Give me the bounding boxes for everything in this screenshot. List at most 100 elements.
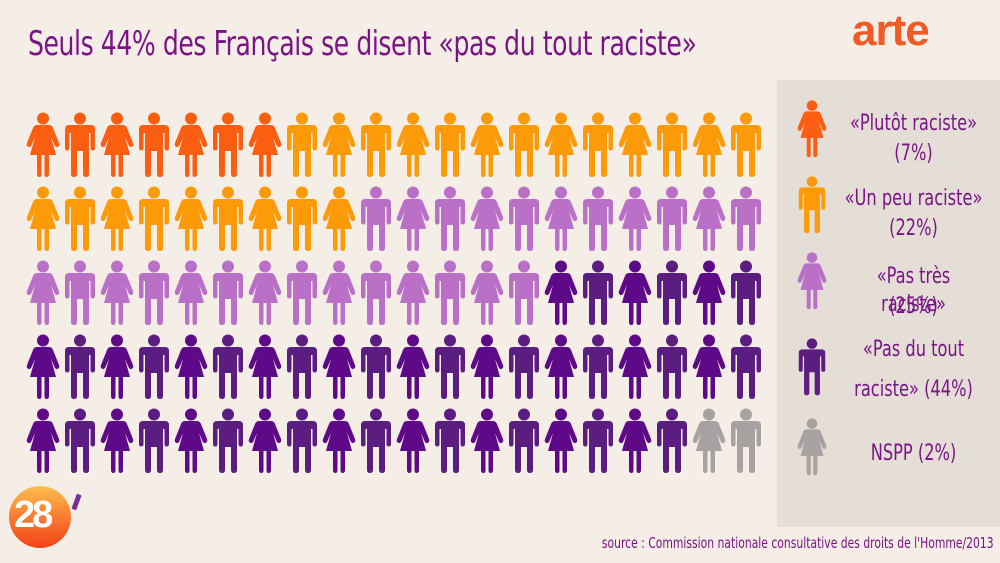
woman-icon [616, 112, 653, 178]
woman-icon [98, 408, 135, 474]
man-icon [61, 334, 98, 400]
man-icon [209, 408, 246, 474]
woman-icon [690, 334, 727, 400]
man-icon [283, 112, 320, 178]
man-icon [579, 186, 616, 252]
woman-icon [797, 414, 827, 480]
woman-icon [246, 112, 283, 178]
man-icon [727, 112, 764, 178]
man-icon [209, 186, 246, 252]
man-icon [61, 408, 98, 474]
woman-icon [172, 260, 209, 326]
man-icon [797, 334, 827, 400]
man-icon [727, 186, 764, 252]
legend-label: «Un peu raciste» [844, 186, 983, 211]
woman-icon [24, 334, 61, 400]
man-icon [283, 334, 320, 400]
man-icon [579, 112, 616, 178]
woman-icon [320, 260, 357, 326]
woman-icon [542, 112, 579, 178]
woman-icon [320, 334, 357, 400]
woman-icon [468, 260, 505, 326]
woman-icon [98, 112, 135, 178]
woman-icon [246, 260, 283, 326]
legend-label: NSPP (2%) [870, 441, 957, 466]
woman-icon [690, 112, 727, 178]
page-title: Seuls 44% des Français se disent «pas du… [28, 24, 697, 64]
legend-value: (25%) [889, 294, 938, 319]
man-icon [653, 112, 690, 178]
man-icon [579, 408, 616, 474]
woman-icon [468, 408, 505, 474]
woman-icon [394, 408, 431, 474]
woman-icon [172, 408, 209, 474]
woman-icon [616, 334, 653, 400]
man-icon [135, 260, 172, 326]
man-icon [283, 408, 320, 474]
man-icon [209, 334, 246, 400]
man-icon [357, 334, 394, 400]
woman-icon [98, 334, 135, 400]
woman-icon [542, 334, 579, 400]
man-icon [61, 186, 98, 252]
man-icon [797, 172, 827, 238]
woman-icon [320, 112, 357, 178]
man-icon [431, 408, 468, 474]
woman-icon [246, 334, 283, 400]
legend-value: raciste» (44%) [854, 377, 973, 402]
woman-icon [542, 408, 579, 474]
woman-icon [542, 260, 579, 326]
woman-icon [468, 112, 505, 178]
woman-icon [246, 186, 283, 252]
man-icon [431, 186, 468, 252]
woman-icon [98, 260, 135, 326]
pictogram-row [24, 334, 764, 408]
woman-icon [690, 260, 727, 326]
man-icon [505, 408, 542, 474]
badge-text: 28 [14, 494, 53, 536]
man-icon [357, 112, 394, 178]
woman-icon [394, 334, 431, 400]
source-caption: source : Commission nationale consultati… [602, 534, 994, 552]
woman-icon [24, 112, 61, 178]
badge-28-logo [9, 486, 71, 548]
woman-icon [468, 186, 505, 252]
woman-icon [172, 334, 209, 400]
man-icon [431, 334, 468, 400]
pictogram-row [24, 408, 764, 482]
man-icon [61, 112, 98, 178]
man-icon [283, 260, 320, 326]
legend-panel: «Plutôt raciste» (7%) «Un peu raciste» (22%… [777, 80, 1000, 527]
man-icon [653, 186, 690, 252]
man-icon [505, 112, 542, 178]
man-icon [579, 334, 616, 400]
man-icon [431, 260, 468, 326]
woman-icon [320, 186, 357, 252]
woman-icon [616, 408, 653, 474]
man-icon [135, 112, 172, 178]
woman-icon [246, 408, 283, 474]
man-icon [357, 408, 394, 474]
man-icon [135, 186, 172, 252]
pictogram-row [24, 260, 764, 334]
woman-icon [797, 96, 827, 162]
man-icon [61, 260, 98, 326]
woman-icon [468, 334, 505, 400]
woman-icon [394, 186, 431, 252]
woman-icon [24, 260, 61, 326]
legend-label: «Pas très raciste» [876, 264, 951, 317]
man-icon [209, 112, 246, 178]
arte-logo: arte [852, 6, 930, 55]
pictogram-row [24, 112, 764, 186]
legend-label: «Plutôt raciste» [849, 111, 978, 136]
man-icon [505, 186, 542, 252]
woman-icon [616, 260, 653, 326]
pictogram-row [24, 186, 764, 260]
man-icon [727, 334, 764, 400]
man-icon [505, 334, 542, 400]
woman-icon [98, 186, 135, 252]
legend-value: (7%) [894, 141, 933, 166]
pictogram-grid [24, 112, 764, 482]
woman-icon [394, 112, 431, 178]
man-icon [505, 260, 542, 326]
